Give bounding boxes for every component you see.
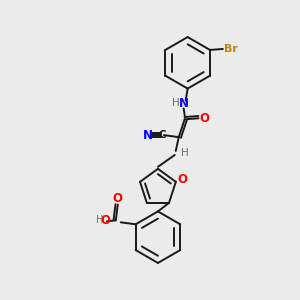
Text: O: O — [113, 192, 123, 205]
Text: H: H — [181, 148, 189, 158]
Text: H: H — [172, 98, 180, 108]
Text: C: C — [158, 130, 166, 140]
Text: N: N — [179, 97, 189, 110]
Text: O: O — [178, 173, 188, 186]
Text: N: N — [143, 129, 153, 142]
Text: H: H — [96, 215, 103, 225]
Text: O: O — [200, 112, 209, 125]
Text: O: O — [100, 214, 110, 227]
Text: Br: Br — [224, 44, 238, 54]
